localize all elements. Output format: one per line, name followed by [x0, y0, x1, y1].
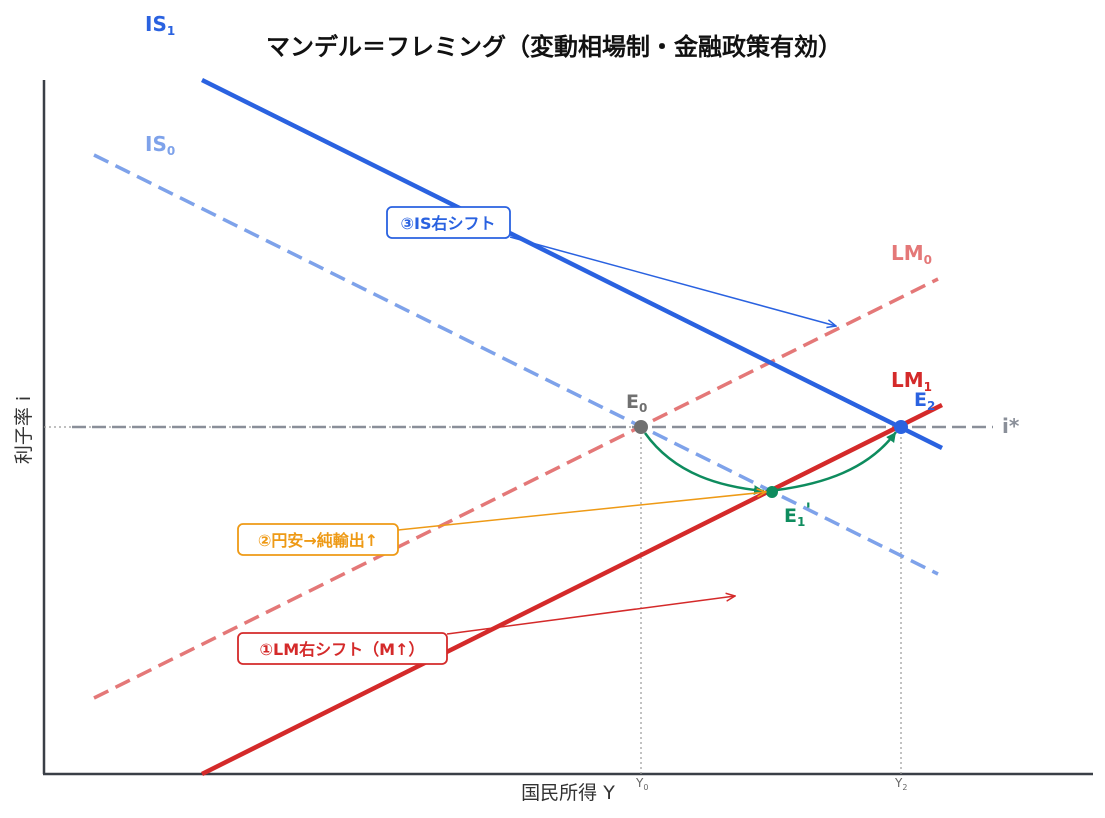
lm1-curve	[200, 402, 944, 777]
e1-point	[766, 486, 778, 498]
step3-arrow	[509, 236, 836, 326]
e0-point	[634, 420, 648, 434]
step2-label: ②円安→純輸出↑	[258, 531, 378, 550]
is0-label: IS0	[145, 132, 175, 158]
step2-annotation: ②円安→純輸出↑	[237, 523, 399, 556]
e2-label: E2	[914, 389, 935, 413]
is1-label: IS1	[145, 12, 175, 38]
istar-label: i*	[1002, 414, 1020, 438]
lm0-curve	[93, 277, 939, 700]
e0-label: E0	[626, 391, 647, 415]
y0-tick-label: Y0	[635, 776, 648, 792]
chart-title: マンデル＝フレミング（変動相場制・金融政策有効）	[266, 33, 842, 61]
lm1-label: LM1	[891, 368, 932, 394]
e2-point	[894, 420, 908, 434]
y-axis-label: 利子率 i	[13, 396, 35, 464]
path-e1-to-e2-arrow	[776, 431, 898, 492]
is0-curve	[93, 153, 939, 576]
step3-label: ③IS右シフト	[400, 214, 495, 233]
path-e0-to-e1-arrow	[643, 432, 765, 496]
step1-label: ①LM右シフト（M↑）	[260, 640, 425, 659]
e1-label: E1'	[784, 499, 811, 529]
step1-arrow	[446, 596, 735, 635]
step1-annotation: ①LM右シフト（M↑）	[237, 632, 448, 665]
step3-annotation: ③IS右シフト	[386, 206, 511, 239]
is1-curve	[200, 77, 944, 451]
x-axis-label: 国民所得 Y	[521, 782, 615, 804]
y2-tick-label: Y2	[894, 776, 907, 792]
step2-arrow	[397, 492, 766, 531]
lm0-label: LM0	[891, 241, 932, 267]
